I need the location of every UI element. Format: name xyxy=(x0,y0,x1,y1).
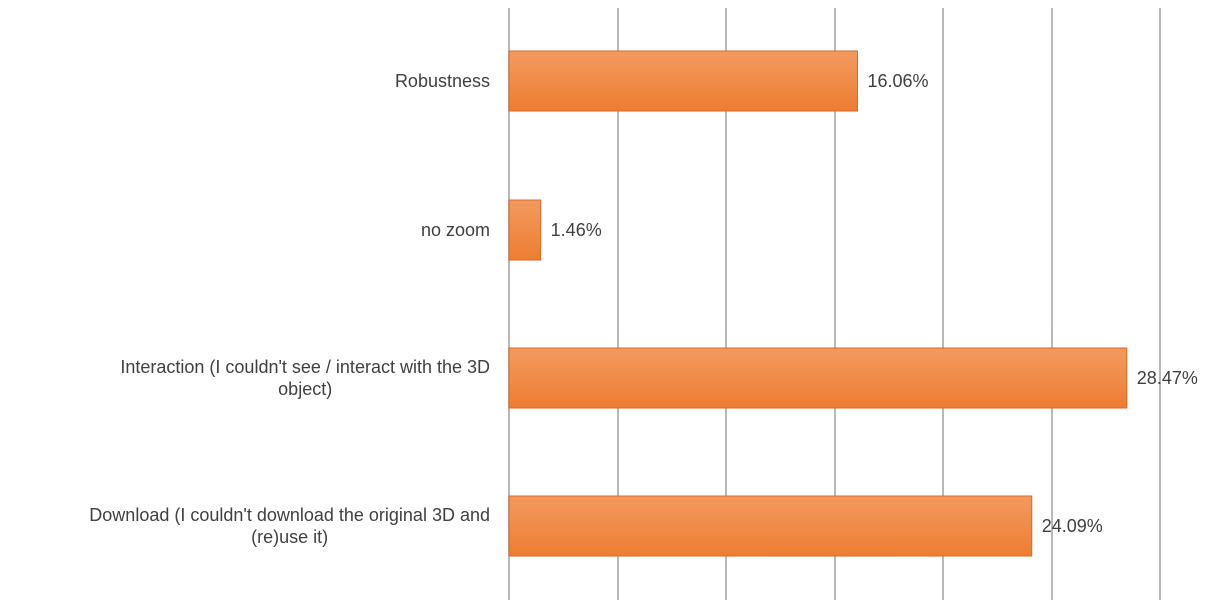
bar xyxy=(508,495,1033,557)
bar xyxy=(508,199,542,261)
category-label: Download (I couldn't download the origin… xyxy=(89,505,490,547)
bar xyxy=(508,347,1128,409)
category-label-line: object) xyxy=(278,379,332,399)
bars xyxy=(508,50,1128,557)
data-label: 1.46% xyxy=(551,220,602,240)
category-label-line: (re)use it) xyxy=(251,527,328,547)
category-label: Interaction (I couldn't see / interact w… xyxy=(120,357,490,399)
data-labels: 16.06% 1.46% 28.47% 24.09% xyxy=(551,71,1198,536)
bar xyxy=(508,50,859,112)
data-label: 28.47% xyxy=(1137,368,1198,388)
data-label: 16.06% xyxy=(868,71,929,91)
category-label: no zoom xyxy=(421,220,490,240)
category-labels: Robustness no zoom Interaction (I couldn't… xyxy=(89,71,490,547)
category-label-line: Download (I couldn't download the origin… xyxy=(89,505,490,525)
category-label: Robustness xyxy=(395,71,490,91)
category-label-line: Interaction (I couldn't see / interact w… xyxy=(120,357,490,377)
data-label: 24.09% xyxy=(1042,516,1103,536)
